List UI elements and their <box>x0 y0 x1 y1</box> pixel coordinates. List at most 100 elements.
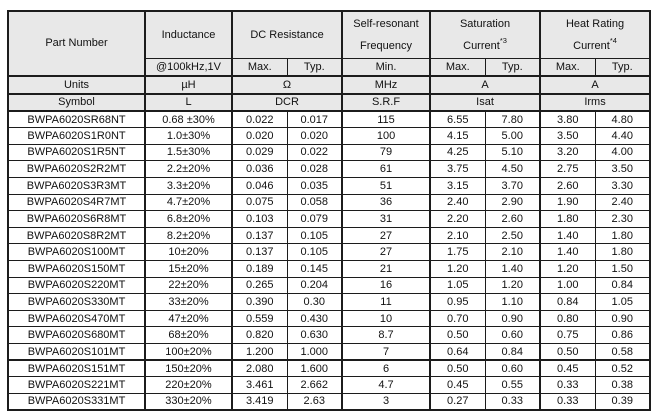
subheader-inductance-condition: @100kHz,1V <box>144 57 233 77</box>
srf-min-cell: 27 <box>341 226 431 245</box>
part-number-cell: BWPA6020S8R2MT <box>7 226 146 245</box>
isat-max-cell: 2.20 <box>429 210 486 228</box>
table-row: BWPA6020S100MT 10±20% 0.137 0.105 27 1.7… <box>7 243 651 261</box>
isat-typ-cell: 5.00 <box>484 127 541 145</box>
col-header-self-resonant-frequency: Self-resonant Frequency <box>341 10 431 59</box>
subheader-dcr-typ: Typ. <box>286 57 343 77</box>
isat-typ-cell: 1.20 <box>484 276 541 295</box>
inductor-spec-table: Part Number Inductance DC Resistance Sel… <box>7 10 652 411</box>
irms-typ-cell: 4.00 <box>594 143 651 162</box>
subheader-irms-typ: Typ. <box>594 57 651 77</box>
table-row: BWPA6020S1R5NT 1.5±30% 0.029 0.022 79 4.… <box>7 143 651 162</box>
inductance-cell: 2.2±20% <box>144 160 233 178</box>
srf-min-cell: 4.7 <box>341 376 431 394</box>
header-row-groups: Part Number Inductance DC Resistance Sel… <box>7 10 651 77</box>
units-row: Units µH Ω MHz A A <box>7 75 651 95</box>
dcr-typ-cell: 0.017 <box>286 110 343 129</box>
inductance-cell: 1.5±30% <box>144 143 233 162</box>
saturation-footnote-mark: *3 <box>499 36 507 46</box>
table-row: BWPA6020S330MT 33±20% 0.390 0.30 11 0.95… <box>7 293 651 311</box>
isat-typ-cell: 2.50 <box>484 226 541 245</box>
dcr-max-cell: 3.461 <box>231 376 288 394</box>
irms-typ-cell: 0.52 <box>594 359 651 378</box>
table-row: BWPA6020S150MT 15±20% 0.189 0.145 21 1.2… <box>7 259 651 278</box>
irms-max-cell: 0.33 <box>539 392 596 411</box>
srf-min-cell: 100 <box>341 127 431 145</box>
isat-max-cell: 1.20 <box>429 259 486 278</box>
part-number-cell: BWPA6020S151MT <box>7 359 146 378</box>
irms-max-cell: 0.75 <box>539 326 596 345</box>
irms-typ-cell: 1.80 <box>594 226 651 245</box>
table-row: BWPA6020S4R7MT 4.7±20% 0.075 0.058 36 2.… <box>7 193 651 212</box>
isat-typ-cell: 1.10 <box>484 293 541 311</box>
dcr-typ-cell: 0.105 <box>286 226 343 245</box>
inductance-cell: 8.2±20% <box>144 226 233 245</box>
srf-min-cell: 16 <box>341 276 431 295</box>
table-row: BWPA6020S221MT 220±20% 3.461 2.662 4.7 0… <box>7 376 651 394</box>
irms-typ-cell: 0.38 <box>594 376 651 394</box>
isat-max-cell: 2.40 <box>429 193 486 212</box>
table-row: BWPA6020S470MT 47±20% 0.559 0.430 10 0.7… <box>7 309 651 328</box>
table-row: BWPA6020S2R2MT 2.2±20% 0.036 0.028 61 3.… <box>7 160 651 178</box>
dcr-max-cell: 0.075 <box>231 193 288 212</box>
irms-max-cell: 2.60 <box>539 176 596 195</box>
heat-rating-header-line2: Current*4 <box>573 37 617 52</box>
srf-min-cell: 7 <box>341 343 431 361</box>
irms-typ-cell: 0.58 <box>594 343 651 361</box>
dcr-max-cell: 1.200 <box>231 343 288 361</box>
irms-max-cell: 2.75 <box>539 160 596 178</box>
part-number-cell: BWPA6020S1R5NT <box>7 143 146 162</box>
dcr-max-cell: 0.036 <box>231 160 288 178</box>
irms-max-cell: 1.80 <box>539 210 596 228</box>
spec-table-body: BWPA6020SR68NT 0.68 ±30% 0.022 0.017 115… <box>7 110 651 411</box>
irms-max-cell: 1.00 <box>539 276 596 295</box>
irms-typ-cell: 1.05 <box>594 293 651 311</box>
part-number-cell: BWPA6020S6R8MT <box>7 210 146 228</box>
dcr-typ-cell: 1.600 <box>286 359 343 378</box>
symbol-row-label: Symbol <box>7 93 146 112</box>
saturation-header-line1: Saturation <box>459 17 511 30</box>
part-number-cell: BWPA6020S1R0NT <box>7 127 146 145</box>
saturation-header-line2: Current*3 <box>463 37 507 52</box>
dcr-max-cell: 0.022 <box>231 110 288 129</box>
dcr-max-cell: 0.137 <box>231 226 288 245</box>
isat-max-cell: 0.95 <box>429 293 486 311</box>
col-header-dc-resistance: DC Resistance <box>230 10 343 59</box>
units-dcr: Ω <box>230 75 343 95</box>
srf-min-cell: 61 <box>341 160 431 178</box>
irms-typ-cell: 4.80 <box>594 110 651 129</box>
symbol-irms: Irms <box>539 93 651 112</box>
inductance-cell: 68±20% <box>144 326 233 345</box>
dcr-typ-cell: 0.020 <box>286 127 343 145</box>
isat-typ-cell: 0.60 <box>484 326 541 345</box>
irms-max-cell: 1.40 <box>539 243 596 261</box>
inductance-cell: 1.0±30% <box>144 127 233 145</box>
irms-max-cell: 0.84 <box>539 293 596 311</box>
units-isat: A <box>429 75 541 95</box>
heat-rating-current-label: Current <box>573 39 610 52</box>
inductance-cell: 330±20% <box>144 392 233 411</box>
srf-min-cell: 31 <box>341 210 431 228</box>
irms-max-cell: 1.90 <box>539 193 596 212</box>
dcr-typ-cell: 0.430 <box>286 309 343 328</box>
dcr-max-cell: 0.029 <box>231 143 288 162</box>
part-number-cell: BWPA6020S3R3MT <box>7 176 146 195</box>
part-number-cell: BWPA6020S220MT <box>7 276 146 295</box>
dcr-max-cell: 3.419 <box>231 392 288 411</box>
units-inductance: µH <box>144 75 233 95</box>
dcr-typ-cell: 0.204 <box>286 276 343 295</box>
subheader-irms-max: Max. <box>539 57 596 77</box>
part-number-cell: BWPA6020S330MT <box>7 293 146 311</box>
table-row: BWPA6020S6R8MT 6.8±20% 0.103 0.079 31 2.… <box>7 210 651 228</box>
saturation-header-lines: Saturation Current*3 <box>432 17 539 52</box>
dcr-max-cell: 0.559 <box>231 309 288 328</box>
subheader-dcr-max: Max. <box>231 57 288 77</box>
srf-min-cell: 11 <box>341 293 431 311</box>
dcr-typ-cell: 0.058 <box>286 193 343 212</box>
dcr-typ-cell: 2.662 <box>286 376 343 394</box>
dcr-typ-cell: 0.30 <box>286 293 343 311</box>
irms-max-cell: 3.80 <box>539 110 596 129</box>
table-row: BWPA6020S151MT 150±20% 2.080 1.600 6 0.5… <box>7 359 651 378</box>
heat-rating-header-lines: Heat Rating Current*4 <box>542 18 649 52</box>
srf-min-cell: 51 <box>341 176 431 195</box>
